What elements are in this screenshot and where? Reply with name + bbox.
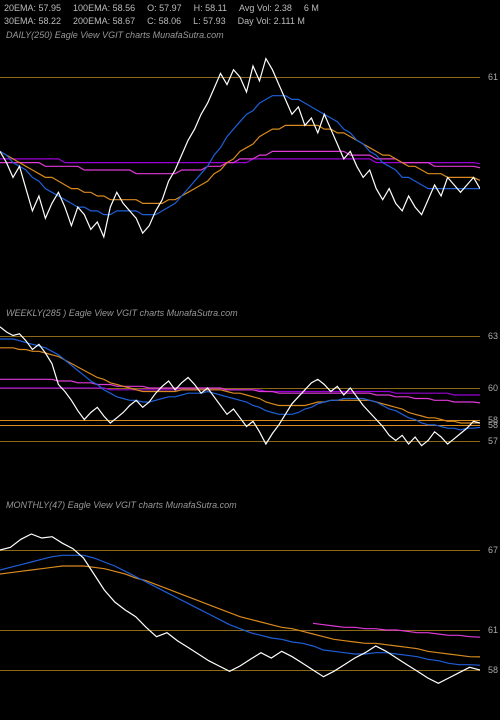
monthly-ema30-line xyxy=(0,566,480,657)
grid-line xyxy=(0,425,480,426)
avgvol-unit: 6 M xyxy=(304,2,319,15)
weekly-ema30-line xyxy=(0,348,480,423)
grid-line xyxy=(0,670,480,671)
daily-panel-title: DAILY(250) Eagle View VGIT charts Munafa… xyxy=(6,30,224,40)
y-axis-label: 57 xyxy=(488,436,498,446)
open-label: O: 57.97 xyxy=(147,2,182,15)
y-axis-label: 58 xyxy=(488,420,498,430)
high-label: H: 58.11 xyxy=(194,2,227,15)
weekly-ema20-line xyxy=(0,339,480,430)
monthly-ema20-line xyxy=(0,555,480,665)
y-axis-label: 63 xyxy=(488,331,498,341)
weekly-panel-title: WEEKLY(285 ) Eagle View VGIT charts Muna… xyxy=(6,308,238,318)
weekly-ema200-line xyxy=(0,388,480,395)
ema30-label: 30EMA: 58.22 xyxy=(4,15,61,28)
y-axis-label: 58 xyxy=(488,665,498,675)
header-row-2: 30EMA: 58.22 200EMA: 58.67 C: 58.06 L: 5… xyxy=(4,15,496,28)
y-axis-label: 67 xyxy=(488,545,498,555)
daily-ema20-line xyxy=(0,96,480,215)
grid-line xyxy=(0,630,480,631)
ema200-label: 200EMA: 58.67 xyxy=(73,15,135,28)
weekly-chart xyxy=(0,0,480,720)
grid-line xyxy=(0,550,480,551)
y-axis-label: 60 xyxy=(488,383,498,393)
close-label: C: 58.06 xyxy=(147,15,181,28)
y-axis-label: 61 xyxy=(488,72,498,82)
avgvol-label: Avg Vol: 2.38 xyxy=(239,2,292,15)
ema20-label: 20EMA: 57.95 xyxy=(4,2,61,15)
weekly-price-line xyxy=(0,327,480,446)
daily-price-line xyxy=(0,59,480,237)
monthly-chart xyxy=(0,0,480,720)
daily-ema200-line xyxy=(0,159,480,164)
y-axis-label: 61 xyxy=(488,625,498,635)
daily-ema100-line xyxy=(0,151,480,173)
monthly-panel-title: MONTHLY(47) Eagle View VGIT charts Munaf… xyxy=(6,500,237,510)
header-row-1: 20EMA: 57.95 100EMA: 58.56 O: 57.97 H: 5… xyxy=(4,2,496,15)
grid-line xyxy=(0,388,480,389)
ema100-label: 100EMA: 58.56 xyxy=(73,2,135,15)
grid-line xyxy=(0,441,480,442)
chart-header: 20EMA: 57.95 100EMA: 58.56 O: 57.97 H: 5… xyxy=(4,2,496,27)
grid-line xyxy=(0,77,480,78)
daily-chart xyxy=(0,0,480,720)
low-label: L: 57.93 xyxy=(193,15,226,28)
dayvol-label: Day Vol: 2.111 M xyxy=(238,15,305,28)
daily-ema30-line xyxy=(0,125,480,203)
grid-line xyxy=(0,420,480,421)
weekly-ema100-line xyxy=(0,379,480,403)
grid-line xyxy=(0,336,480,337)
monthly-price-line xyxy=(0,534,480,683)
